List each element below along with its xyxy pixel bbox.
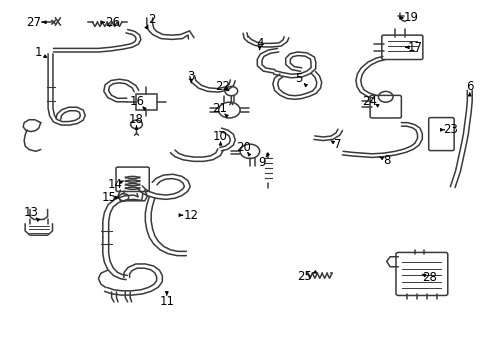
Text: 13: 13 <box>24 207 38 220</box>
Text: 6: 6 <box>466 80 473 93</box>
Text: 22: 22 <box>216 80 230 93</box>
Text: 11: 11 <box>159 295 174 308</box>
Text: 10: 10 <box>213 130 228 143</box>
Text: 17: 17 <box>408 41 422 54</box>
Text: 1: 1 <box>35 46 43 59</box>
Text: 9: 9 <box>258 156 266 169</box>
Text: 26: 26 <box>105 16 121 29</box>
Text: 24: 24 <box>362 95 377 108</box>
Text: 4: 4 <box>256 36 264 50</box>
Text: 21: 21 <box>212 103 227 116</box>
Text: 12: 12 <box>184 209 199 222</box>
Text: 2: 2 <box>148 13 156 26</box>
Text: 25: 25 <box>297 270 312 283</box>
Text: 18: 18 <box>129 113 144 126</box>
Text: 15: 15 <box>102 192 117 204</box>
Text: 14: 14 <box>108 178 123 191</box>
Text: 20: 20 <box>237 140 251 153</box>
Text: 7: 7 <box>334 138 342 151</box>
Text: 28: 28 <box>422 271 437 284</box>
Text: 23: 23 <box>443 123 458 136</box>
Text: 5: 5 <box>295 72 302 85</box>
Text: 8: 8 <box>383 154 391 167</box>
Text: 19: 19 <box>404 12 418 24</box>
Text: 3: 3 <box>188 69 195 82</box>
Text: 27: 27 <box>26 16 42 29</box>
Bar <box>136 94 157 110</box>
Text: 16: 16 <box>130 95 145 108</box>
